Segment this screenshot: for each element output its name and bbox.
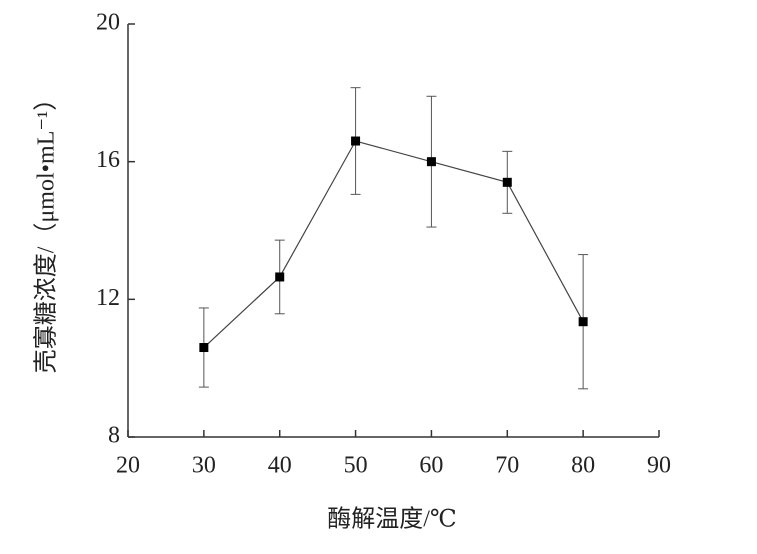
y-tick-label: 16	[96, 147, 120, 173]
point	[351, 136, 361, 146]
x-tick-label: 70	[495, 453, 519, 479]
point	[502, 177, 512, 187]
x-tick-label: 90	[647, 453, 671, 479]
y-axis-label: 壳寡糖浓度/（μmol•mL⁻¹）	[33, 87, 60, 373]
series-line	[203, 140, 584, 348]
point	[275, 272, 285, 282]
x-tick-label: 20	[116, 453, 140, 479]
x-tick-label: 30	[192, 453, 216, 479]
x-tick-label: 80	[571, 453, 595, 479]
y-tick-label: 12	[96, 285, 120, 311]
point	[578, 317, 588, 327]
point	[199, 343, 209, 353]
x-tick-label: 50	[344, 453, 368, 479]
x-axis-label: 酶解温度/℃	[327, 506, 457, 533]
x-tick-label: 60	[419, 453, 443, 479]
y-tick-label: 8	[108, 423, 120, 449]
x-tick-label: 40	[268, 453, 292, 479]
point	[426, 157, 436, 167]
y-tick-label: 20	[96, 10, 120, 36]
